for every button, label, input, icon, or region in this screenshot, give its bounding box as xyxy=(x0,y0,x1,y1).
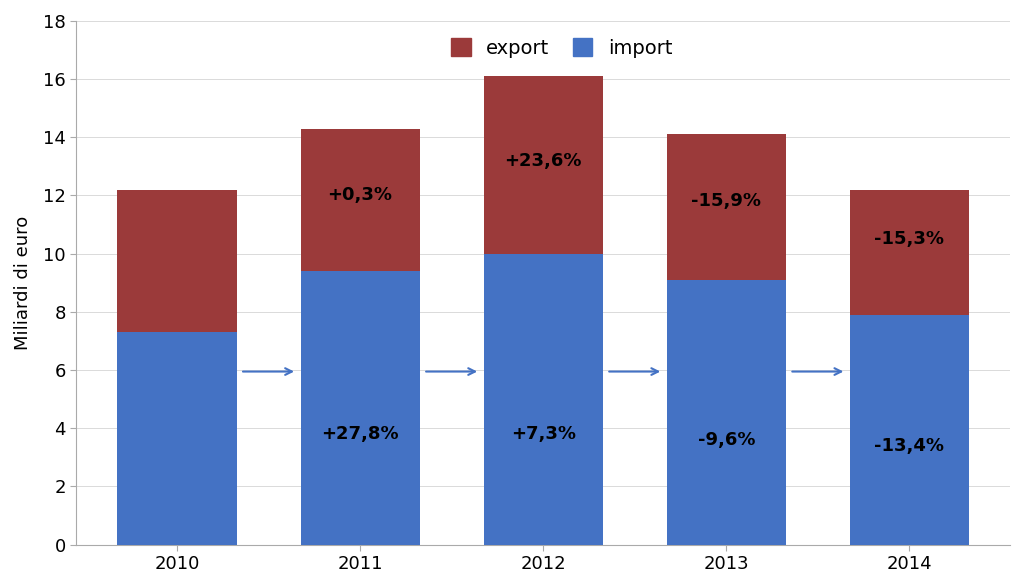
Text: +23,6%: +23,6% xyxy=(505,151,582,170)
Y-axis label: Miliardi di euro: Miliardi di euro xyxy=(14,215,32,350)
Bar xyxy=(850,315,969,545)
Text: -13,4%: -13,4% xyxy=(874,437,944,455)
Bar xyxy=(483,76,603,254)
Bar xyxy=(483,254,603,545)
Bar xyxy=(667,280,785,545)
Text: -15,9%: -15,9% xyxy=(691,193,761,210)
Bar xyxy=(118,190,237,332)
Bar xyxy=(301,271,420,545)
Text: +27,8%: +27,8% xyxy=(322,425,399,443)
Text: +7,3%: +7,3% xyxy=(511,425,575,443)
Legend: export, import: export, import xyxy=(443,31,680,66)
Bar xyxy=(667,134,785,280)
Bar xyxy=(850,190,969,315)
Text: +0,3%: +0,3% xyxy=(328,187,392,204)
Text: -15,3%: -15,3% xyxy=(874,230,944,248)
Text: -9,6%: -9,6% xyxy=(697,431,755,449)
Bar xyxy=(118,332,237,545)
Bar xyxy=(301,129,420,271)
